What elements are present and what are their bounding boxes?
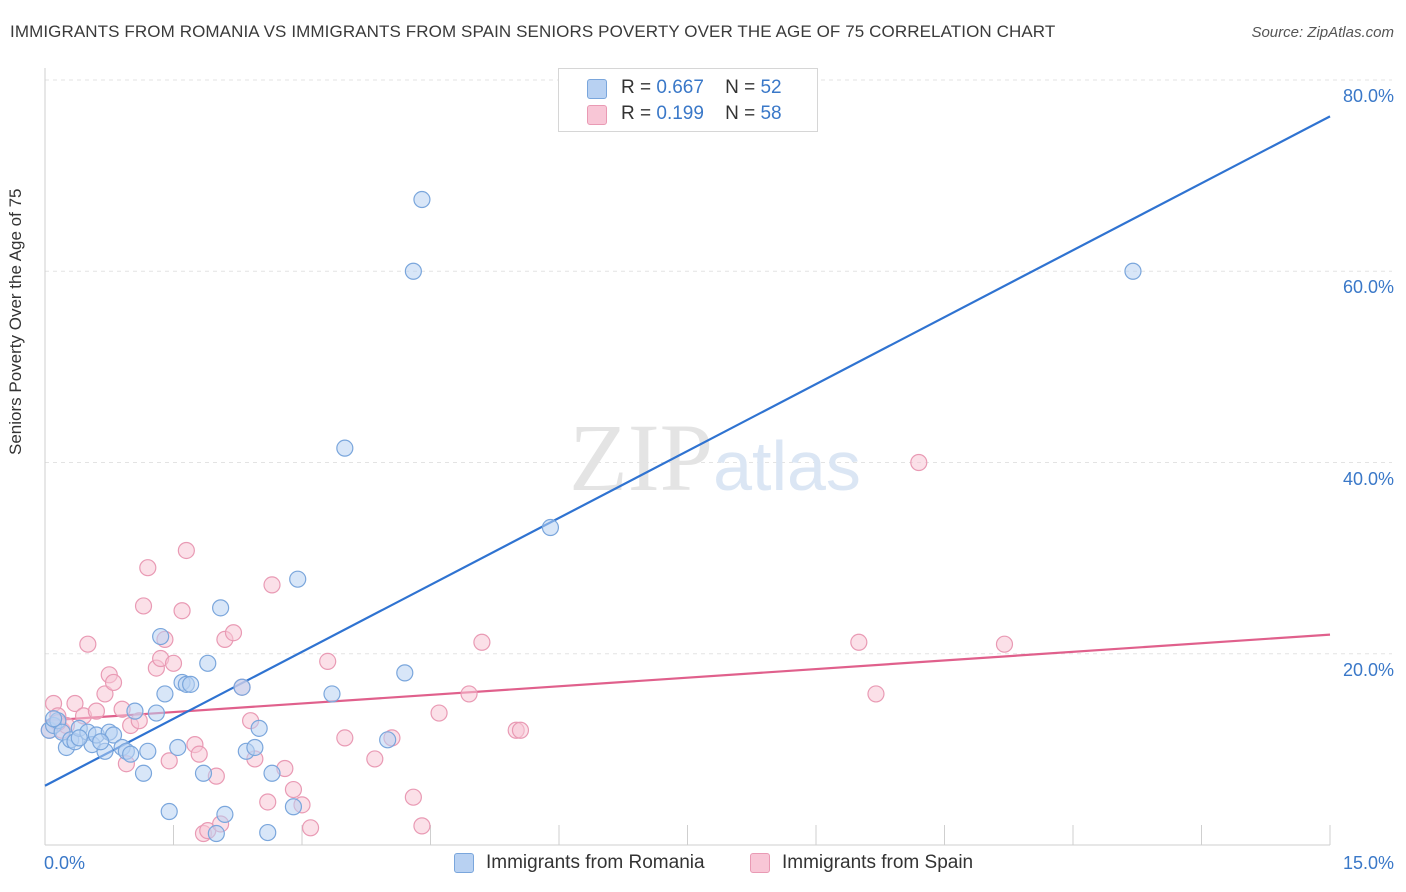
source-label: Source: ZipAtlas.com — [1251, 24, 1394, 41]
n-label: N = — [725, 77, 756, 98]
spain-point — [79, 635, 97, 653]
romania-point — [44, 710, 63, 728]
romania-point — [126, 702, 144, 720]
spain-point — [263, 576, 281, 594]
y-axis-label: Seniors Poverty Over the Age of 75 — [6, 188, 25, 455]
spain-point — [173, 602, 191, 620]
romania-point — [396, 664, 414, 682]
spain-legend-swatch — [750, 853, 770, 873]
romania-point — [541, 518, 560, 537]
romania-legend-label: Immigrants from Romania — [486, 852, 705, 873]
r-label: R = — [621, 77, 652, 98]
romania-legend-swatch — [454, 853, 474, 873]
romania-point — [169, 738, 187, 757]
romania-point — [413, 190, 431, 209]
spain-point — [164, 654, 183, 672]
y-tick-label: 60.0% — [1342, 277, 1394, 298]
romania-point — [233, 678, 251, 696]
series-legend: Immigrants from Romania Immigrants from … — [0, 850, 1406, 880]
n-value-romania: 52 — [760, 77, 782, 98]
x-tick-label-max: 15.0% — [1342, 853, 1394, 873]
romania-trend-line — [44, 115, 1331, 787]
romania-point — [139, 742, 157, 760]
romania-point — [199, 654, 217, 672]
romania-point — [182, 675, 200, 693]
spain-point — [139, 559, 157, 577]
spain-point — [87, 702, 106, 720]
spain-point — [224, 624, 243, 642]
spain-trend-line — [44, 633, 1331, 722]
romania-point — [323, 685, 341, 703]
romania-point — [250, 719, 268, 737]
spain-point — [995, 635, 1014, 653]
spain-point — [319, 652, 337, 671]
spain-point — [511, 721, 530, 739]
spain-swatch — [587, 105, 607, 125]
spain-point — [134, 597, 153, 615]
romania-swatch — [587, 79, 607, 99]
romania-point — [259, 823, 277, 842]
romania-point — [289, 570, 307, 588]
spain-point — [284, 780, 303, 799]
romania-point — [1124, 262, 1142, 280]
spain-point — [413, 817, 431, 835]
series-romania-points — [40, 190, 1142, 843]
romania-point — [246, 738, 264, 757]
y-tick-label: 20.0% — [1342, 659, 1394, 680]
spain-point — [366, 750, 384, 768]
romania-point — [207, 824, 225, 843]
spain-point — [430, 704, 448, 722]
grid-lines — [45, 79, 1392, 655]
trend-lines — [44, 115, 1331, 787]
watermark: ZIPatlas — [569, 404, 861, 511]
r-value-spain: 0.199 — [656, 103, 704, 124]
watermark-zip: ZIP — [569, 404, 713, 511]
romania-point — [194, 764, 213, 782]
spain-point — [301, 819, 320, 837]
watermark-atlas: atlas — [713, 427, 861, 505]
spain-point — [66, 694, 84, 713]
x-tick-label-min: 0.0% — [44, 853, 86, 873]
spain-point — [473, 633, 491, 651]
spain-point — [336, 729, 354, 747]
romania-point — [122, 745, 140, 763]
romania-point — [92, 733, 110, 751]
chart-title: IMMIGRANTS FROM ROMANIA VS IMMIGRANTS FR… — [10, 22, 1056, 41]
romania-point — [212, 599, 230, 617]
romania-point — [147, 704, 165, 722]
r-label: R = — [621, 103, 652, 124]
spain-point — [190, 745, 208, 763]
spain-point — [460, 685, 478, 703]
spain-point — [910, 453, 928, 472]
romania-point — [216, 805, 234, 824]
series-spain-points — [40, 453, 1014, 843]
correlation-legend: R = 0.667 N = 52 R = 0.199 N = 58 — [558, 68, 818, 132]
romania-point — [263, 764, 281, 782]
n-value-spain: 58 — [760, 103, 782, 124]
y-tick-label: 80.0% — [1342, 86, 1394, 106]
spain-point — [867, 685, 885, 703]
spain-point — [259, 793, 277, 811]
romania-point — [152, 627, 170, 646]
spain-point — [177, 541, 195, 560]
spain-point — [104, 673, 123, 692]
spain-point — [160, 752, 178, 770]
romania-point — [404, 262, 422, 280]
romania-point — [160, 802, 178, 821]
r-value-romania: 0.667 — [656, 77, 704, 98]
spain-point — [404, 788, 422, 806]
romania-point — [379, 731, 397, 749]
romania-point — [336, 439, 354, 457]
romania-point — [284, 798, 303, 816]
romania-point — [156, 685, 174, 703]
spain-point — [96, 685, 114, 703]
y-tick-label: 40.0% — [1342, 468, 1394, 489]
romania-point — [134, 764, 153, 782]
spain-legend-label: Immigrants from Spain — [782, 852, 974, 873]
n-label: N = — [725, 103, 756, 124]
romania-point — [70, 729, 88, 747]
axes — [44, 68, 1331, 846]
spain-point — [850, 633, 868, 651]
